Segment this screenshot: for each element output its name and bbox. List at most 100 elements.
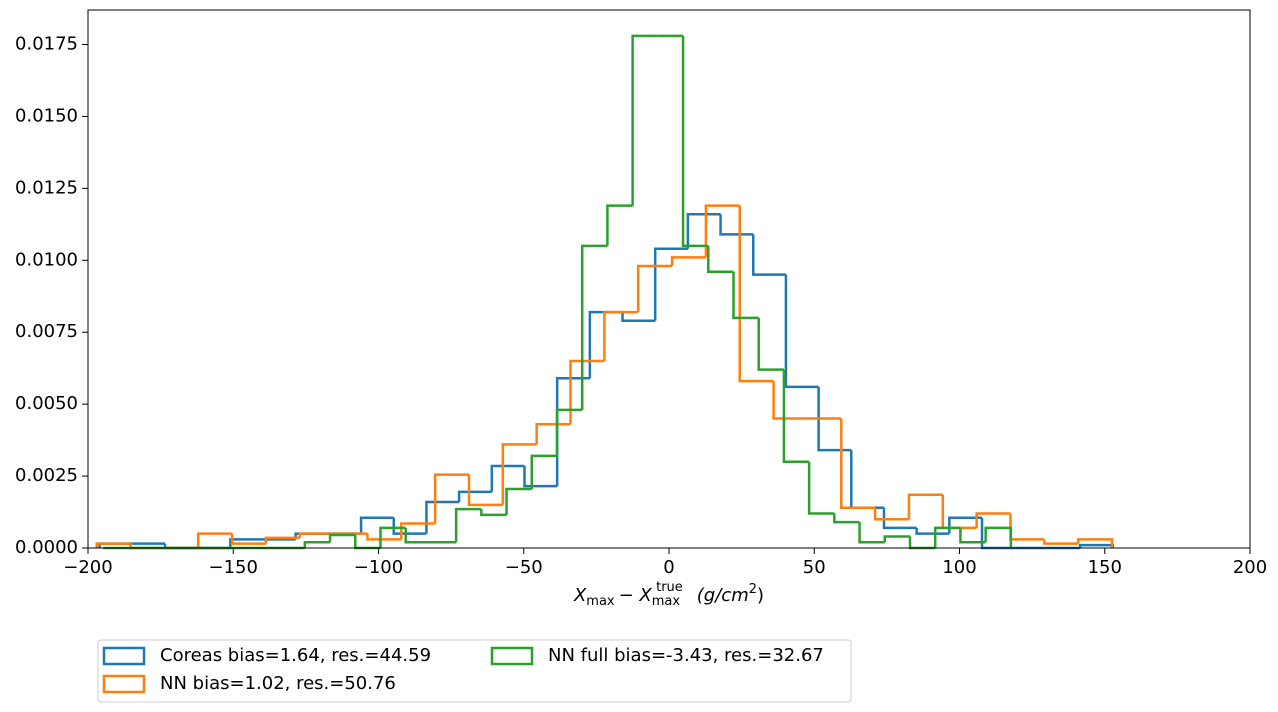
histogram-bin — [359, 516, 394, 534]
histogram-bin — [738, 205, 774, 383]
histogram-bin — [757, 317, 784, 371]
label-part: X — [573, 585, 587, 606]
histogram-bin — [303, 540, 331, 548]
label-part: − X — [619, 585, 653, 606]
histogram-bin — [782, 369, 810, 463]
histogram-bin — [883, 535, 910, 543]
histogram-bin — [653, 247, 688, 321]
y-tick-label: 0.0000 — [15, 537, 78, 558]
histogram-bin — [858, 522, 885, 544]
histogram-bin — [490, 464, 525, 492]
y-tick-label: 0.0125 — [15, 177, 78, 198]
histogram-bin — [686, 213, 721, 249]
histogram-bin — [807, 461, 835, 515]
legend-label: Coreas bias=1.64, res.=44.59 — [160, 645, 431, 666]
x-tick-label: 200 — [1233, 557, 1267, 578]
histogram-bin — [523, 466, 558, 488]
x-tick-label: 150 — [1088, 557, 1122, 578]
histogram-bin — [433, 473, 469, 524]
label-part: true — [656, 580, 683, 595]
legend-label: NN bias=1.02, res.=50.76 — [160, 673, 396, 694]
plot-frame — [87, 9, 1251, 549]
y-tick-label: 0.0175 — [15, 34, 78, 55]
histogram-bin — [404, 527, 431, 544]
label-part: max — [652, 594, 681, 609]
histogram-bin — [467, 474, 503, 507]
histogram-bin — [631, 34, 658, 206]
histogram-bin — [569, 359, 605, 425]
histogram-bin — [984, 526, 1013, 548]
histogram-bin — [196, 532, 233, 548]
histogram-bin — [555, 377, 590, 487]
x-tick-label: 0 — [663, 557, 674, 578]
histogram-bin — [480, 509, 507, 517]
histogram-bin — [530, 454, 557, 490]
histogram-bin — [264, 536, 300, 544]
legend-swatch — [490, 646, 534, 666]
histogram-bin — [707, 245, 734, 274]
histogram-bin — [941, 494, 977, 530]
histogram-bin — [400, 522, 436, 540]
label-part: 2 — [749, 582, 757, 597]
histogram-bin — [229, 538, 264, 548]
histogram-bin — [425, 500, 460, 534]
histogram-bin — [719, 214, 754, 236]
histogram-bin — [555, 408, 583, 456]
legend-swatch — [102, 674, 146, 694]
histogram-bin — [1009, 513, 1045, 541]
x-tick-label: −200 — [63, 557, 112, 578]
histogram-bin — [505, 487, 532, 515]
histogram-bin — [772, 381, 808, 420]
histogram-bin — [366, 533, 402, 541]
histogram-bin — [933, 526, 961, 548]
x-tick-label: −150 — [209, 557, 258, 578]
label-part: max — [586, 594, 615, 609]
histogram-bin — [1076, 538, 1114, 548]
histogram-bin — [670, 256, 706, 267]
histogram-bin — [833, 513, 860, 524]
histogram-bin — [457, 490, 492, 502]
legend-box — [97, 639, 852, 703]
histogram-bin — [392, 517, 427, 535]
histogram-bin — [621, 312, 656, 322]
x-tick-label: 100 — [942, 557, 976, 578]
legend-label: NN full bias=-3.43, res.=32.67 — [548, 645, 824, 666]
histogram-bin — [580, 244, 608, 410]
histogram-bin — [784, 274, 819, 389]
x-axis-label: Xmax − Xmaxtrue (g/cm2) — [573, 580, 764, 609]
histogram-bin — [907, 493, 943, 520]
legend-swatch — [102, 646, 146, 666]
histogram-bin — [230, 533, 266, 545]
histogram-bin — [379, 526, 406, 548]
histogram-bin — [636, 264, 673, 313]
y-tick-label: 0.0075 — [15, 321, 78, 342]
x-tick-label: 50 — [803, 557, 826, 578]
histogram-bin — [1043, 539, 1079, 545]
label-part: (g/cm — [697, 585, 749, 606]
histogram-bin — [535, 423, 571, 445]
histogram-bin — [606, 204, 633, 246]
histogram-bin — [975, 512, 1011, 528]
y-tick-label: 0.0025 — [15, 465, 78, 486]
histogram-bin — [704, 204, 740, 258]
histogram-bin — [328, 533, 356, 543]
x-tick-label: −50 — [505, 557, 543, 578]
histogram-bin — [298, 532, 334, 538]
histogram-bin — [915, 527, 950, 535]
histogram-bin — [588, 310, 623, 379]
histogram-bin — [732, 271, 759, 320]
histogram-bin — [751, 234, 786, 276]
label-part: ) — [757, 585, 764, 606]
histogram-bin — [873, 507, 909, 521]
histogram-bin — [681, 35, 709, 248]
y-tick-label: 0.0100 — [15, 249, 78, 270]
histogram-bin — [882, 507, 917, 530]
histogram-bin — [908, 536, 936, 550]
histogram-bin — [850, 450, 884, 509]
histogram-bin — [95, 542, 131, 548]
histogram-bin — [603, 310, 639, 361]
histogram-bin — [959, 527, 986, 544]
y-tick-label: 0.0150 — [15, 105, 78, 126]
y-tick-label: 0.0050 — [15, 393, 78, 414]
